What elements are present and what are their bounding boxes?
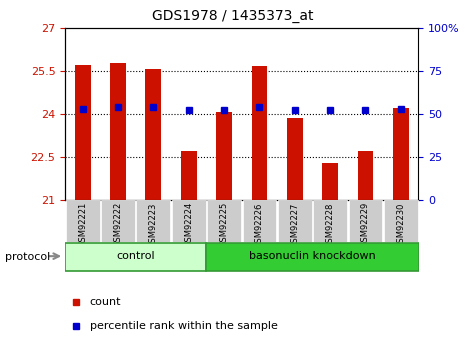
Bar <box>252 67 267 200</box>
Bar <box>216 112 232 200</box>
Text: GSM92224: GSM92224 <box>184 202 193 247</box>
Text: GSM92229: GSM92229 <box>361 202 370 247</box>
Text: GSM92223: GSM92223 <box>149 202 158 248</box>
FancyBboxPatch shape <box>206 243 418 271</box>
Text: count: count <box>90 297 121 307</box>
FancyBboxPatch shape <box>313 200 347 242</box>
Bar <box>146 69 161 200</box>
Bar <box>287 118 303 200</box>
FancyBboxPatch shape <box>137 200 170 242</box>
FancyBboxPatch shape <box>101 200 135 242</box>
Text: basonuclin knockdown: basonuclin knockdown <box>249 252 376 262</box>
FancyBboxPatch shape <box>65 243 206 271</box>
FancyBboxPatch shape <box>172 200 206 242</box>
FancyBboxPatch shape <box>349 200 382 242</box>
Bar <box>75 65 91 200</box>
Text: protocol: protocol <box>5 252 50 262</box>
Text: GSM92225: GSM92225 <box>219 202 229 247</box>
Text: GSM92222: GSM92222 <box>113 202 123 247</box>
FancyBboxPatch shape <box>66 200 100 242</box>
Text: GSM92227: GSM92227 <box>290 202 299 248</box>
Bar <box>358 151 373 200</box>
FancyBboxPatch shape <box>243 200 276 242</box>
FancyBboxPatch shape <box>384 200 418 242</box>
Text: GSM92230: GSM92230 <box>396 202 405 248</box>
Bar <box>181 151 197 200</box>
Text: GSM92228: GSM92228 <box>326 202 335 248</box>
Text: control: control <box>116 252 155 262</box>
FancyBboxPatch shape <box>207 200 241 242</box>
Bar <box>322 163 338 200</box>
Text: percentile rank within the sample: percentile rank within the sample <box>90 321 278 331</box>
FancyBboxPatch shape <box>278 200 312 242</box>
Bar <box>110 63 126 200</box>
Bar <box>393 108 409 200</box>
Text: GSM92221: GSM92221 <box>78 202 87 247</box>
Text: GDS1978 / 1435373_at: GDS1978 / 1435373_at <box>152 9 313 23</box>
Text: GSM92226: GSM92226 <box>255 202 264 248</box>
